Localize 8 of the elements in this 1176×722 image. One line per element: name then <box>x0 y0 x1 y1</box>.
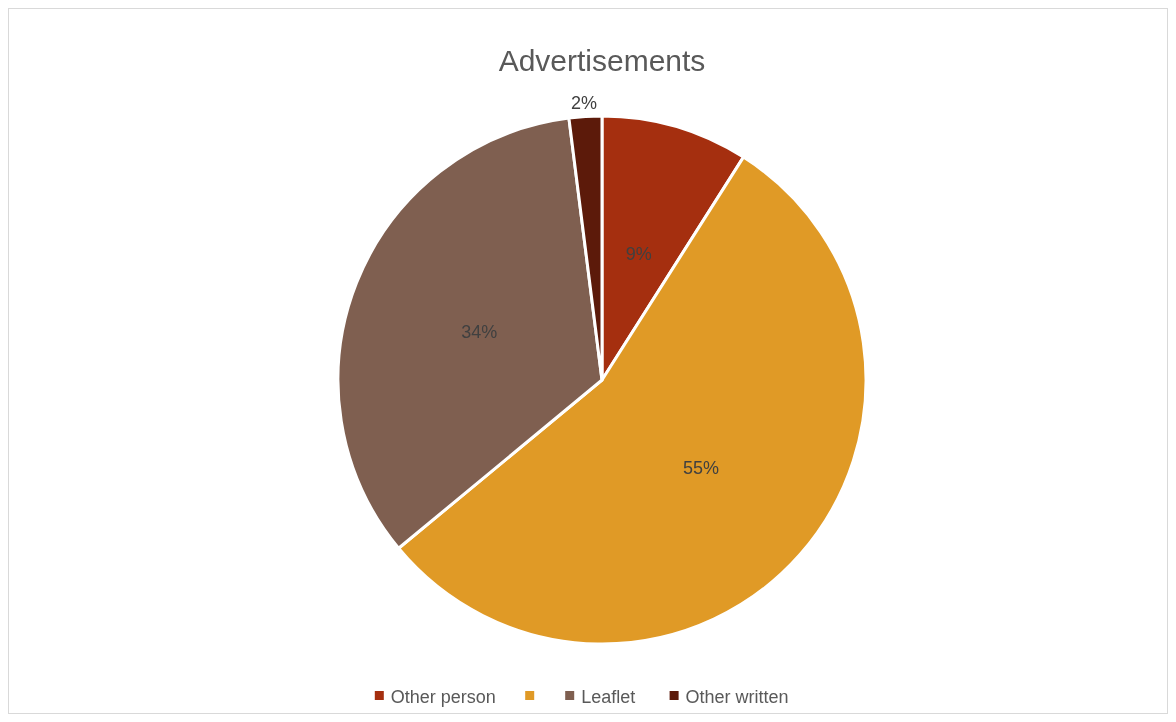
legend-label: Other person <box>390 687 496 708</box>
legend-label: Other written <box>685 687 789 708</box>
data-label: 55% <box>683 457 720 478</box>
data-label: 2% <box>571 92 598 113</box>
legend-label: Leaflet <box>581 687 636 708</box>
data-label: 9% <box>625 243 652 264</box>
chart-title: Advertisements <box>498 44 706 77</box>
data-label: 34% <box>461 321 498 342</box>
